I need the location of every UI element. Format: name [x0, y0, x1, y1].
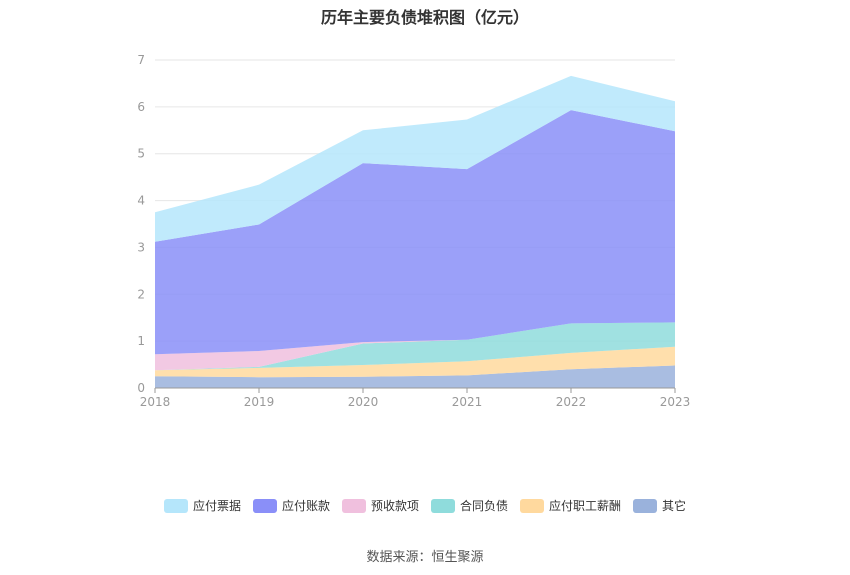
legend-swatch	[431, 498, 455, 513]
y-tick-label: 5	[137, 147, 145, 161]
area-series-0	[155, 365, 675, 388]
legend-label: 预收款项	[370, 499, 419, 513]
legend-item[interactable]: 其它	[633, 497, 686, 514]
y-tick-label: 7	[137, 53, 145, 67]
legend-swatch	[633, 498, 658, 513]
chart-title: 历年主要负债堆积图（亿元）	[320, 8, 529, 27]
legend: 应付票据 应付账款 预收款项 合同负债 应付职工薪酬 其它	[0, 497, 850, 514]
legend-swatch	[163, 498, 188, 513]
legend-swatch	[341, 498, 366, 513]
area-series-5	[155, 75, 675, 242]
y-tick-label: 0	[137, 381, 145, 395]
area-series-3	[155, 322, 675, 371]
legend-label: 应付职工薪酬	[549, 499, 622, 513]
x-tick-label: 2022	[556, 395, 587, 409]
legend-item[interactable]: 应付票据	[163, 497, 241, 514]
x-tick-label: 2020	[348, 395, 379, 409]
x-tick-label: 2021	[452, 395, 483, 409]
legend-label: 合同负债	[460, 499, 509, 513]
legend-label: 应付票据	[192, 499, 241, 513]
chart-plot: 0 1 2 3 4 5 6 7 2018 2019 2020 2021 2022 2023	[137, 53, 691, 409]
x-tick-label: 2019	[244, 395, 275, 409]
y-tick-label: 6	[137, 100, 145, 114]
area-series-1	[155, 346, 675, 378]
y-tick-label: 3	[137, 240, 145, 254]
legend-item[interactable]: 合同负债	[431, 497, 508, 514]
legend-label: 应付账款	[281, 499, 330, 513]
x-tick-label: 2018	[140, 395, 171, 409]
legend-swatch	[520, 498, 545, 513]
area-series-4	[155, 110, 675, 355]
x-tick-label: 2023	[660, 395, 691, 409]
legend-item[interactable]: 应付账款	[252, 497, 330, 514]
legend-swatch	[252, 498, 277, 513]
y-tick-label: 2	[137, 287, 145, 301]
y-tick-label: 1	[137, 334, 145, 348]
y-tick-label: 4	[137, 194, 145, 208]
legend-label: 其它	[662, 499, 687, 513]
area-series-2	[155, 322, 675, 371]
legend-item[interactable]: 预收款项	[341, 497, 419, 514]
source-note: 数据来源：恒生聚源	[366, 550, 484, 565]
legend-item[interactable]: 应付职工薪酬	[520, 497, 621, 514]
